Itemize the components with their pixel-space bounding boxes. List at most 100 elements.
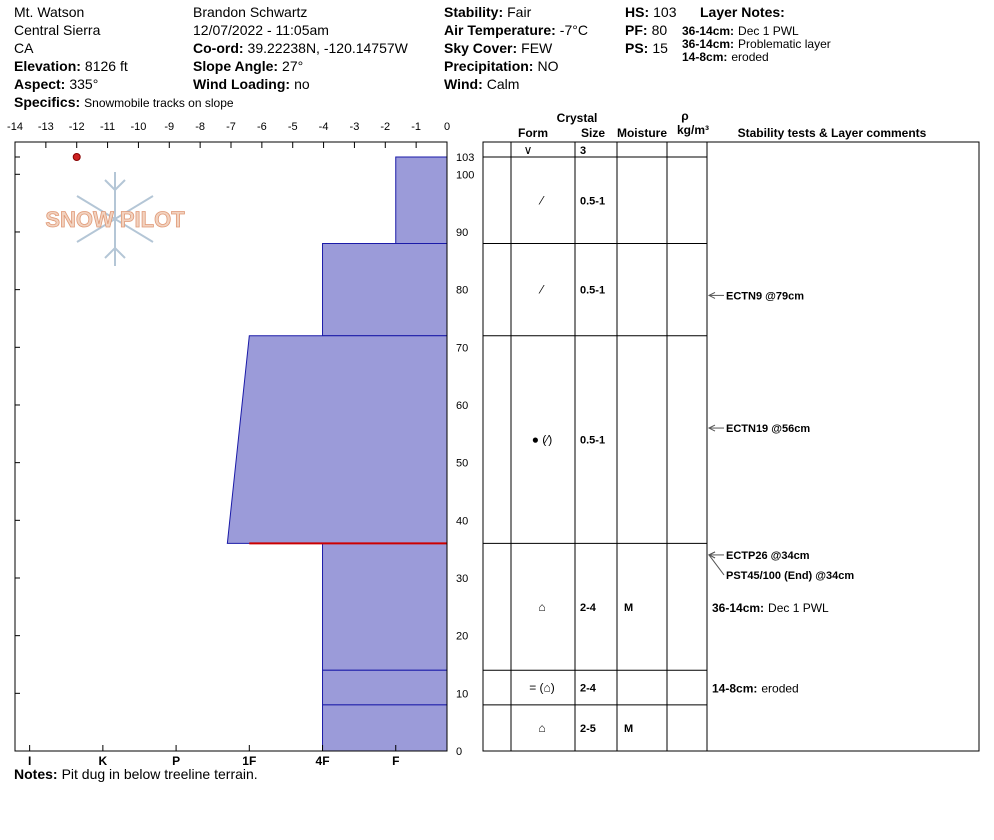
- surface-size: 3: [580, 145, 586, 157]
- stability: Stability: Fair: [444, 4, 532, 20]
- layer-comment: 14-8cm: eroded: [712, 682, 799, 696]
- temperature-tick-label: -5: [288, 121, 298, 133]
- wind-loading: Wind Loading: no: [193, 76, 310, 92]
- hardness-tick-label: K: [99, 754, 108, 768]
- notes: Notes: Pit dug in below treeline terrain.: [14, 766, 258, 782]
- wind: Wind: Calm: [444, 76, 519, 92]
- elevation: Elevation: 8126 ft: [14, 58, 128, 74]
- range: Central Sierra: [14, 22, 101, 38]
- height-tick-label: 50: [456, 458, 468, 470]
- grain-size: 2-5: [580, 723, 596, 735]
- column-header: Crystal: [557, 111, 598, 125]
- height-tick-label: 80: [456, 285, 468, 297]
- layer-note-value: eroded: [731, 50, 768, 64]
- grain-form: ⌂: [538, 600, 545, 614]
- hardness-tick-label: F: [392, 754, 399, 768]
- sky-cover: Sky Cover: FEW: [444, 40, 553, 56]
- layer-comment-depth: 36-14cm:: [712, 601, 764, 615]
- temperature-tick-label: -4: [319, 121, 329, 133]
- slope-angle: Slope Angle: 27°: [193, 58, 303, 74]
- hs-value: 103: [653, 4, 677, 20]
- height-tick-label: 60: [456, 400, 468, 412]
- temperature-tick-label: 0: [444, 121, 450, 133]
- specifics: Specifics: Snowmobile tracks on slope: [14, 94, 234, 110]
- hardness-layer: [322, 542, 448, 671]
- moisture: M: [624, 602, 633, 614]
- temperature-tick-label: -6: [257, 121, 267, 133]
- test-label: PST45/100 (End) @34cm: [726, 570, 854, 582]
- elevation-value: 8126 ft: [85, 58, 128, 74]
- wind-value: Calm: [487, 76, 520, 92]
- layer-note-label: 14-8cm:: [682, 50, 727, 64]
- layer-note: 36-14cm: Problematic layer: [682, 37, 831, 51]
- test-label: ECTP26 @34cm: [726, 550, 810, 562]
- column-header: Moisture: [617, 126, 667, 140]
- ps-label: PS:: [625, 40, 648, 56]
- grain-size: 2-4: [580, 683, 597, 695]
- logo: [76, 172, 154, 266]
- sky-cover-label: Sky Cover:: [444, 40, 517, 56]
- layer-table-frame: [482, 141, 980, 752]
- aspect-label: Aspect:: [14, 76, 65, 92]
- column-header: Stability tests & Layer comments: [738, 126, 927, 140]
- hardness-tick-label: 1F: [242, 754, 256, 768]
- pf-value: 80: [652, 22, 668, 38]
- slope-angle-label: Slope Angle:: [193, 58, 278, 74]
- temperature-tick-label: -14: [7, 121, 23, 133]
- elevation-label: Elevation:: [14, 58, 81, 74]
- column-header: kg/m³: [677, 123, 709, 137]
- layer-comment-depth: 14-8cm:: [712, 682, 757, 696]
- slope-angle-value: 27°: [282, 58, 303, 74]
- surface-form: ∨: [524, 143, 533, 157]
- hs-label: HS:: [625, 4, 649, 20]
- notes-label: Notes:: [14, 766, 58, 782]
- hardness-tick-label: I: [28, 754, 31, 768]
- temperature-tick-label: -13: [38, 121, 54, 133]
- layer-comment: 36-14cm: Dec 1 PWL: [712, 601, 829, 615]
- temperature-tick-label: -2: [380, 121, 390, 133]
- height-tick-label: 20: [456, 631, 468, 643]
- height-tick-label: 103: [456, 152, 474, 164]
- temperature-tick-label: -9: [164, 121, 174, 133]
- height-tick-label: 30: [456, 573, 468, 585]
- ps: PS: 15: [625, 40, 668, 56]
- temperature-point: [72, 153, 81, 161]
- stability-value: Fair: [507, 4, 531, 20]
- state: CA: [14, 40, 34, 56]
- coord-label: Co-ord:: [193, 40, 244, 56]
- air-temperature-label: Air Temperature:: [444, 22, 556, 38]
- temperature-tick-label: -12: [69, 121, 85, 133]
- temperature-tick-label: -10: [130, 121, 146, 133]
- air-temperature-value: -7°C: [560, 22, 588, 38]
- temperature-tick-label: -1: [411, 121, 421, 133]
- hardness-layer: [226, 335, 448, 544]
- stability-label: Stability:: [444, 4, 503, 20]
- wind-loading-label: Wind Loading:: [193, 76, 290, 92]
- column-header: Form: [518, 126, 548, 140]
- layer-comment-text: Dec 1 PWL: [768, 601, 829, 615]
- aspect: Aspect: 335°: [14, 76, 98, 92]
- precipitation-value: NO: [537, 58, 558, 74]
- pf-label: PF:: [625, 22, 648, 38]
- hardness-layer: [322, 243, 448, 337]
- column-header: ρ: [681, 109, 688, 123]
- test-arrowhead: [707, 551, 716, 559]
- height-tick-label: 70: [456, 342, 468, 354]
- temperature-tick-label: -8: [195, 121, 205, 133]
- test-label: ECTN19 @56cm: [726, 423, 810, 435]
- grain-form: ⁄: [538, 283, 545, 297]
- notes-value: Pit dug in below treeline terrain.: [62, 766, 258, 782]
- test-arrowhead: [707, 291, 716, 299]
- layer-comment-text: eroded: [761, 682, 798, 696]
- wind-label: Wind:: [444, 76, 483, 92]
- height-tick-label: 90: [456, 227, 468, 239]
- moisture: M: [624, 723, 633, 735]
- logo-text: SNOW PILOT: [45, 207, 185, 232]
- layer-note: 36-14cm: Dec 1 PWL: [682, 24, 799, 38]
- hardness-tick-label: P: [172, 754, 180, 768]
- hardness-tick-label: 4F: [316, 754, 330, 768]
- aspect-value: 335°: [69, 76, 98, 92]
- hs: HS: 103: [625, 4, 677, 20]
- layer-notes-title: Layer Notes:: [700, 4, 785, 20]
- site: Mt. Watson: [14, 4, 84, 20]
